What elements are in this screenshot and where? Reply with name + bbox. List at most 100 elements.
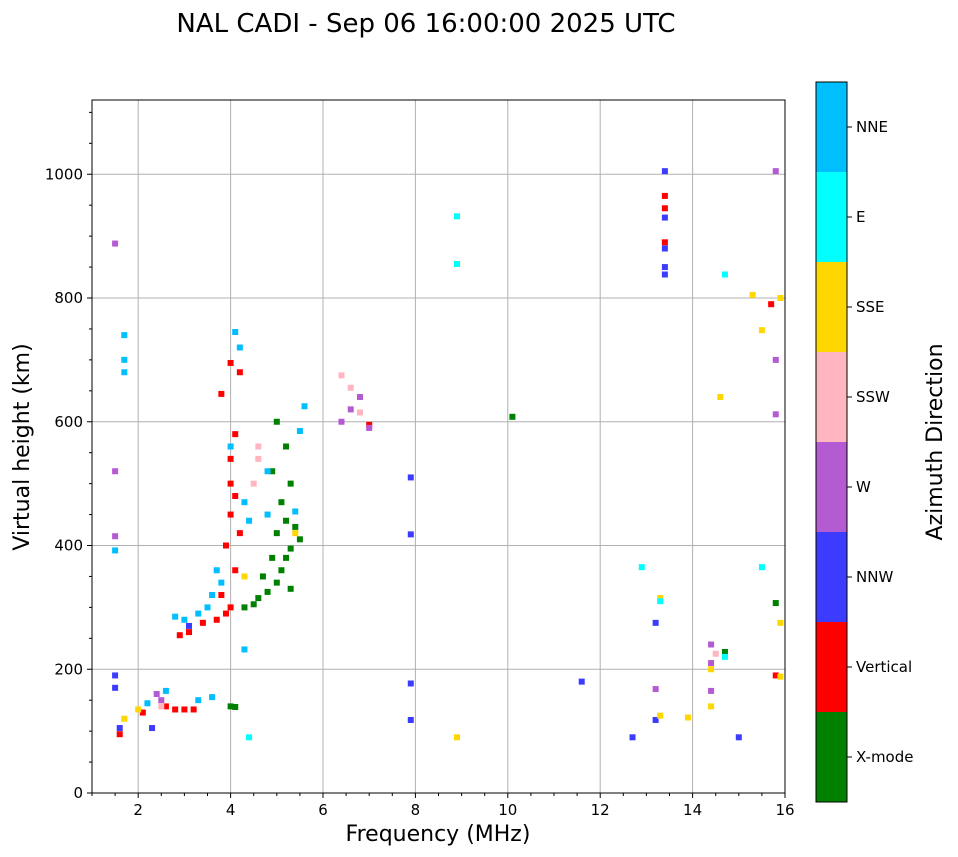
colorbar: X-mode Vertical NNW W SSW SSE E NNE <box>815 81 913 803</box>
data-point-w <box>772 411 779 418</box>
data-point-ssw <box>712 650 719 657</box>
data-point-x-mode <box>255 595 262 602</box>
data-point-w <box>112 240 119 247</box>
data-point-nnw <box>661 264 668 271</box>
data-point-w <box>153 691 160 697</box>
data-point-vertical <box>181 706 188 713</box>
data-point-nne <box>144 700 151 707</box>
colorbar-swatch <box>816 712 847 802</box>
data-point-vertical <box>227 359 234 366</box>
data-point-vertical <box>227 511 234 518</box>
data-point-vertical <box>232 567 239 574</box>
data-point-vertical <box>768 301 775 308</box>
data-point-nnw <box>661 271 668 278</box>
colorbar-label: X-mode <box>856 748 913 766</box>
x-tick-label: 12 <box>591 801 610 819</box>
data-point-nnw <box>578 678 585 685</box>
data-point-vertical <box>661 205 668 212</box>
data-point-x-mode <box>273 530 280 537</box>
data-point-x-mode <box>772 600 779 607</box>
data-point-nnw <box>407 474 414 481</box>
data-point-nne <box>218 579 225 586</box>
data-point-x-mode <box>292 523 299 530</box>
data-point-vertical <box>236 369 243 376</box>
colorbar-label: NNW <box>856 568 893 586</box>
data-point-vertical <box>222 610 229 617</box>
data-point-vertical <box>176 632 183 639</box>
data-point-w <box>347 406 354 413</box>
data-point-vertical <box>190 706 197 713</box>
y-tick-label: 0 <box>73 784 83 802</box>
data-point-nnw <box>661 168 668 175</box>
data-point-nnw <box>112 672 119 679</box>
data-point-x-mode <box>721 648 728 655</box>
plot-area <box>92 100 785 793</box>
data-point-vertical <box>172 706 179 713</box>
data-point-x-mode <box>269 554 276 561</box>
data-point-nne <box>181 616 188 623</box>
data-points <box>112 168 784 741</box>
data-point-nne <box>121 356 128 363</box>
data-point-w <box>158 697 165 704</box>
data-point-sse <box>241 573 248 580</box>
data-point-nnw <box>661 245 668 252</box>
data-point-vertical <box>218 592 225 598</box>
y-tick-label: 1000 <box>45 165 83 183</box>
data-point-e <box>758 564 765 571</box>
data-point-vertical <box>236 530 243 537</box>
data-point-sse <box>777 673 784 680</box>
data-point-e <box>638 564 645 571</box>
data-point-vertical <box>213 616 220 623</box>
data-point-nne <box>232 329 239 336</box>
data-point-x-mode <box>283 517 290 524</box>
data-point-nnw <box>661 214 668 221</box>
data-point-nne <box>264 511 271 518</box>
data-point-vertical <box>116 731 123 738</box>
data-point-nnw <box>407 531 414 538</box>
data-point-nnw <box>112 684 119 691</box>
data-point-nne <box>301 403 308 410</box>
data-point-nne <box>209 592 216 598</box>
data-point-e <box>657 598 664 605</box>
colorbar-label: E <box>856 208 865 226</box>
data-point-nne <box>227 443 234 450</box>
data-point-nne <box>264 468 271 475</box>
colorbar-swatch <box>816 262 847 352</box>
data-point-vertical <box>199 619 206 626</box>
data-point-w <box>338 418 345 425</box>
grid-lines <box>92 100 786 794</box>
data-point-x-mode <box>269 468 276 475</box>
data-point-nne <box>112 547 119 554</box>
data-point-w <box>652 686 659 693</box>
colorbar-swatch <box>816 352 847 442</box>
data-point-nne <box>121 369 128 376</box>
data-point-nne <box>121 332 128 339</box>
data-point-ssw <box>356 409 363 416</box>
data-point-w <box>356 394 363 400</box>
data-point-ssw <box>255 455 262 462</box>
data-point-x-mode <box>241 604 248 611</box>
y-tick-label: 400 <box>54 537 83 555</box>
x-tick-label: 6 <box>318 801 328 819</box>
data-point-sse <box>717 394 724 400</box>
data-point-x-mode <box>283 443 290 450</box>
data-point-nne <box>241 646 248 653</box>
data-point-x-mode <box>283 554 290 561</box>
data-point-vertical <box>139 709 146 716</box>
data-point-nne <box>172 613 179 620</box>
data-point-sse <box>684 714 691 721</box>
data-point-ssw <box>338 372 345 379</box>
data-point-w <box>772 168 779 175</box>
x-tick-label: 14 <box>683 801 702 819</box>
data-point-nnw <box>407 680 414 687</box>
data-point-x-mode <box>296 536 303 543</box>
data-point-x-mode <box>264 588 271 595</box>
data-point-vertical <box>661 192 668 199</box>
data-point-vertical <box>232 493 239 499</box>
data-point-vertical <box>162 703 169 710</box>
colorbar-swatch <box>816 442 847 532</box>
colorbar-swatch <box>816 532 847 622</box>
data-point-vertical <box>227 604 234 611</box>
data-point-sse <box>749 291 756 298</box>
